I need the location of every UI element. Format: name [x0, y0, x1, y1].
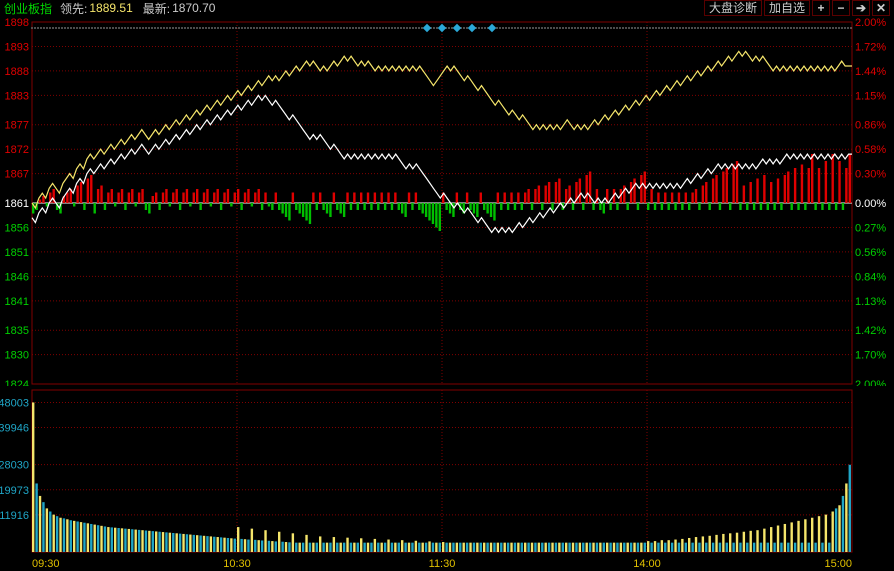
svg-text:0.56%: 0.56%	[855, 247, 886, 259]
svg-text:1.13%: 1.13%	[855, 296, 886, 308]
svg-text:0.58%: 0.58%	[855, 144, 886, 156]
svg-text:0.84%: 0.84%	[855, 271, 886, 283]
svg-text:09:30: 09:30	[32, 558, 60, 570]
svg-text:1.44%: 1.44%	[855, 66, 886, 78]
svg-text:14:00: 14:00	[633, 558, 661, 570]
svg-text:1898: 1898	[5, 17, 29, 29]
svg-text:19973: 19973	[0, 485, 29, 497]
svg-text:1877: 1877	[5, 120, 29, 132]
svg-text:1872: 1872	[5, 144, 29, 156]
svg-text:1.15%: 1.15%	[855, 90, 886, 102]
svg-text:2.00%: 2.00%	[855, 17, 886, 29]
svg-text:48003: 48003	[0, 397, 29, 409]
svg-text:1861: 1861	[5, 198, 29, 210]
svg-text:39946: 39946	[0, 423, 29, 435]
plus-icon[interactable]: +	[812, 0, 830, 16]
add-favorite-button[interactable]: 加自选	[764, 0, 810, 16]
svg-text:0.00%: 0.00%	[855, 198, 886, 210]
svg-text:15:00: 15:00	[824, 558, 852, 570]
svg-text:1824: 1824	[5, 379, 29, 386]
svg-text:0.86%: 0.86%	[855, 120, 886, 132]
time-axis: 09:30 10:30 11:30 14:00 15:00	[0, 554, 894, 571]
right-controls: 大盘诊断 加自选 + − ➔ ✕	[704, 0, 890, 16]
svg-text:11916: 11916	[0, 510, 29, 522]
svg-text:1856: 1856	[5, 222, 29, 234]
volume-chart: 48003 39946 28030 19973 11916	[0, 386, 894, 554]
svg-text:1.72%: 1.72%	[855, 41, 886, 53]
close-icon[interactable]: ✕	[872, 0, 890, 16]
svg-text:0.27%: 0.27%	[855, 222, 886, 234]
svg-text:1.70%: 1.70%	[855, 350, 886, 362]
svg-text:11:30: 11:30	[429, 558, 456, 570]
latest-value: 1870.70	[172, 1, 215, 15]
svg-text:28030: 28030	[0, 460, 29, 472]
minus-icon[interactable]: −	[832, 0, 850, 16]
lead-value: 1889.51	[89, 1, 132, 15]
svg-text:1851: 1851	[5, 247, 29, 259]
latest-label: 最新:	[143, 0, 170, 17]
svg-text:1830: 1830	[5, 350, 29, 362]
svg-text:1841: 1841	[5, 296, 29, 308]
diagnosis-button[interactable]: 大盘诊断	[704, 0, 762, 16]
svg-text:1893: 1893	[5, 41, 29, 53]
lead-label: 领先:	[60, 0, 87, 17]
forward-icon[interactable]: ➔	[852, 0, 870, 16]
top-bar: 创业板指 领先: 1889.51 最新: 1870.70 大盘诊断 加自选 + …	[0, 0, 894, 16]
svg-text:10:30: 10:30	[223, 558, 251, 570]
svg-text:1835: 1835	[5, 325, 29, 337]
svg-text:1883: 1883	[5, 90, 29, 102]
svg-text:1.42%: 1.42%	[855, 325, 886, 337]
svg-text:1867: 1867	[5, 169, 29, 181]
svg-text:1888: 1888	[5, 66, 29, 78]
price-chart: 1898 2.00% 1893 1.72% 1888 1.44% 1883 1.15% 1877…	[0, 16, 894, 386]
index-name: 创业板指	[4, 0, 52, 17]
svg-text:2.00%: 2.00%	[855, 379, 886, 386]
svg-text:0.30%: 0.30%	[855, 169, 886, 181]
svg-text:1846: 1846	[5, 271, 29, 283]
